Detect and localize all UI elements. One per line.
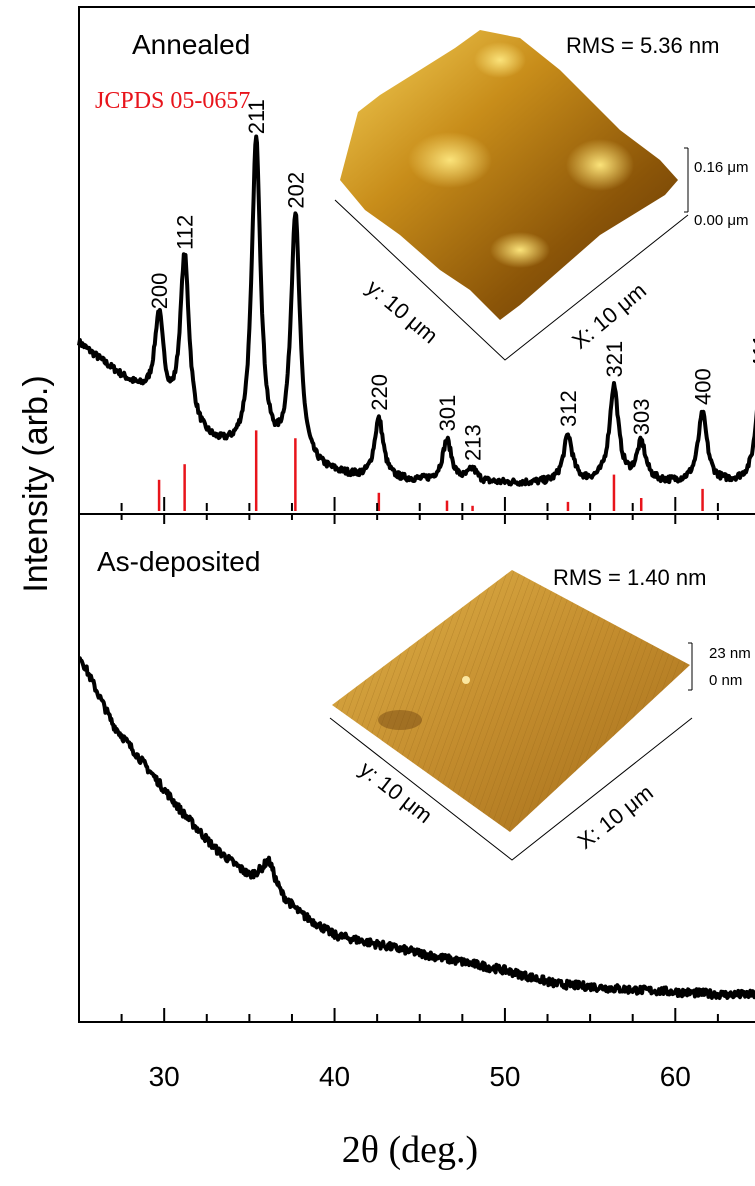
peak-label-312: 312 <box>556 390 581 427</box>
peak-label-220: 220 <box>367 374 392 411</box>
afm-surface-annealed <box>340 30 678 320</box>
z-bottom-as-deposited: 0 nm <box>709 672 742 689</box>
annealed-curve <box>77 134 755 487</box>
peak-label-202: 202 <box>283 172 308 209</box>
peak-label-303: 303 <box>629 399 654 436</box>
annealed-label: Annealed <box>132 29 250 60</box>
x-ticks: 30 40 50 60 <box>78 497 719 1092</box>
peak-label-400: 400 <box>691 368 716 405</box>
rms-annealed: RMS = 5.36 nm <box>566 33 719 58</box>
as-deposited-label: As-deposited <box>97 546 260 577</box>
y-axis-label: Intensity (arb.) <box>17 375 55 592</box>
x-tick-label-30: 30 <box>149 1061 180 1092</box>
peak-label-321: 321 <box>602 341 627 378</box>
x-axis-inset-as-deposited: X: 10 μm <box>573 780 658 854</box>
z-top-annealed: 0.16 μm <box>694 159 749 176</box>
as-deposited-curve <box>77 656 755 1000</box>
x-axis-label: 2θ (deg.) <box>342 1129 478 1171</box>
z-top-as-deposited: 23 nm <box>709 645 751 662</box>
x-tick-label-40: 40 <box>319 1061 350 1092</box>
peak-label-411: 411 <box>748 334 755 369</box>
reference-lines <box>157 430 704 511</box>
rms-as-deposited: RMS = 1.40 nm <box>553 565 706 590</box>
afm-inset-as-deposited: RMS = 1.40 nm 23 nm 0 nm y: 10 μm X: 10 … <box>329 565 751 861</box>
jcpds-label: JCPDS 05-0657 <box>95 88 250 114</box>
x-tick-label-50: 50 <box>489 1061 520 1092</box>
peak-label-301: 301 <box>435 395 460 432</box>
afm-inset-annealed: RMS = 5.36 nm 0.16 μm 0.00 μm y: 10 μm X… <box>334 30 749 361</box>
peak-label-213: 213 <box>461 424 486 461</box>
x-tick-label-60: 60 <box>660 1061 691 1092</box>
y-axis-inset-annealed: y: 10 μm <box>362 275 443 349</box>
peak-label-112: 112 <box>173 215 198 250</box>
peak-label-200: 200 <box>147 273 172 310</box>
peak-label-211: 211 <box>244 99 269 134</box>
curves <box>77 134 755 1000</box>
z-bottom-annealed: 0.00 μm <box>694 212 749 229</box>
